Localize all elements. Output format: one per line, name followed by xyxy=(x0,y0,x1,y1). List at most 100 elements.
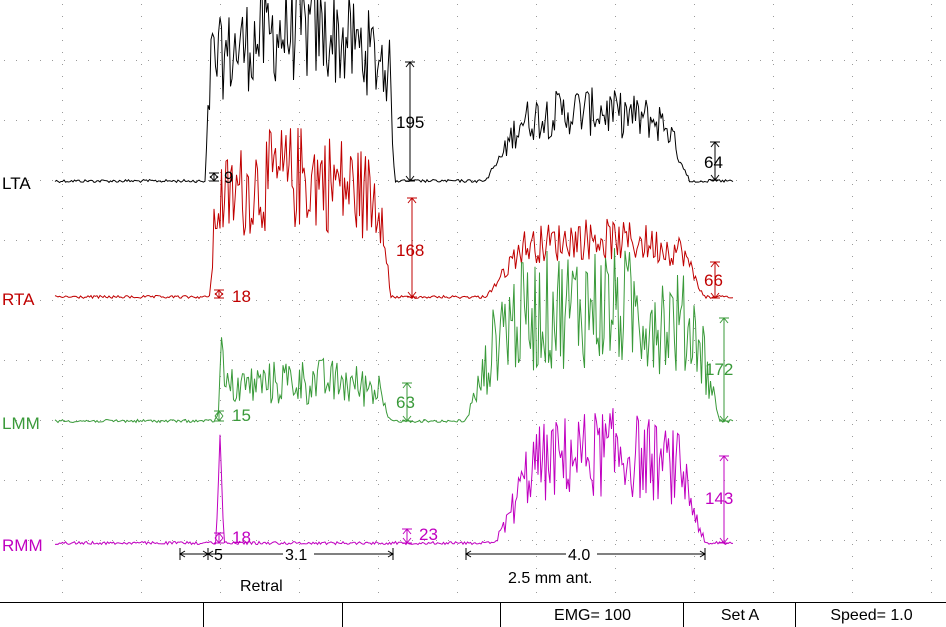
grid-dot xyxy=(268,360,269,361)
grid-dot xyxy=(141,388,142,389)
grid-dot xyxy=(536,172,537,173)
grid-dot xyxy=(694,532,695,533)
grid-dot xyxy=(536,184,537,185)
grid-dot xyxy=(304,60,305,61)
grid-dot xyxy=(220,580,221,581)
grid-dot xyxy=(457,340,458,341)
grid-dot xyxy=(378,28,379,29)
grid-dot xyxy=(615,316,616,317)
grid-dot xyxy=(931,532,932,533)
grid-dot xyxy=(220,316,221,317)
grid-dot xyxy=(196,540,197,541)
grid-dot xyxy=(378,112,379,113)
grid-dot xyxy=(457,160,458,161)
grid-dot xyxy=(299,304,300,305)
grid-dot xyxy=(694,568,695,569)
grid-dot xyxy=(736,60,737,61)
grid-dot xyxy=(931,508,932,509)
grid-dot xyxy=(852,484,853,485)
grid-dot xyxy=(100,120,101,121)
grid-dot xyxy=(592,480,593,481)
grid-dot xyxy=(520,60,521,61)
grid-dot xyxy=(852,340,853,341)
grid-dot xyxy=(457,328,458,329)
grid-dot xyxy=(724,240,725,241)
grid-dot xyxy=(773,496,774,497)
grid-dot xyxy=(615,112,616,113)
grid-dot xyxy=(536,496,537,497)
grid-dot xyxy=(868,480,869,481)
grid-dot xyxy=(773,304,774,305)
grid-dot xyxy=(340,540,341,541)
amplitude-label: 15 xyxy=(232,406,251,425)
grid-dot xyxy=(220,376,221,377)
grid-dot xyxy=(388,240,389,241)
grid-dot xyxy=(940,420,941,421)
grid-dot xyxy=(378,592,379,593)
grid-dot xyxy=(536,232,537,233)
grid-dot xyxy=(532,120,533,121)
grid-dot xyxy=(62,268,63,269)
grid-dot xyxy=(773,472,774,473)
grid-dot xyxy=(88,420,89,421)
amplitude-arrow-top xyxy=(407,197,417,204)
grid-dot xyxy=(892,120,893,121)
grid-dot xyxy=(208,480,209,481)
grid-dot xyxy=(931,208,932,209)
grid-dot xyxy=(615,460,616,461)
grid-dot xyxy=(172,180,173,181)
grid-dot xyxy=(160,240,161,241)
grid-dot xyxy=(694,64,695,65)
grid-dot xyxy=(220,64,221,65)
grid-dot xyxy=(852,196,853,197)
grid-dot xyxy=(773,244,774,245)
grid-dot xyxy=(62,316,63,317)
grid-dot xyxy=(852,112,853,113)
grid-dot xyxy=(536,280,537,281)
grid-dot xyxy=(852,532,853,533)
grid-dot xyxy=(916,540,917,541)
grid-dot xyxy=(852,148,853,149)
grid-dot xyxy=(694,196,695,197)
grid-dot xyxy=(773,508,774,509)
grid-dot xyxy=(773,292,774,293)
grid-dot xyxy=(536,52,537,53)
grid-dot xyxy=(457,280,458,281)
grid-dot xyxy=(148,540,149,541)
grid-dot xyxy=(184,300,185,301)
grid-dot xyxy=(457,4,458,5)
grid-dot xyxy=(712,300,713,301)
grid-dot xyxy=(52,300,53,301)
amplitude-arrow-top xyxy=(405,61,415,68)
grid-dot xyxy=(292,420,293,421)
grid-dot xyxy=(615,400,616,401)
grid-dot xyxy=(62,208,63,209)
grid-dot xyxy=(931,244,932,245)
grid-dot xyxy=(694,232,695,233)
grid-dot xyxy=(220,268,221,269)
grid-dot xyxy=(378,4,379,5)
grid-dot xyxy=(808,540,809,541)
grid-dot xyxy=(615,76,616,77)
grid-dot xyxy=(820,540,821,541)
grid-dot xyxy=(64,480,65,481)
grid-dot xyxy=(536,244,537,245)
grid-dot xyxy=(244,180,245,181)
grid-dot xyxy=(62,4,63,5)
grid-dot xyxy=(280,300,281,301)
grid-dot xyxy=(448,540,449,541)
grid-dot xyxy=(808,60,809,61)
grid-dot xyxy=(232,120,233,121)
amplitude-arrow-bottom xyxy=(405,175,415,182)
grid-dot xyxy=(736,300,737,301)
grid-dot xyxy=(784,360,785,361)
grid-dot xyxy=(220,120,221,121)
grid-dot xyxy=(712,540,713,541)
grid-dot xyxy=(244,240,245,241)
grid-dot xyxy=(640,300,641,301)
grid-dot xyxy=(712,60,713,61)
grid-dot xyxy=(616,120,617,121)
grid-dot xyxy=(299,460,300,461)
grid-dot xyxy=(931,316,932,317)
grid-dot xyxy=(457,52,458,53)
